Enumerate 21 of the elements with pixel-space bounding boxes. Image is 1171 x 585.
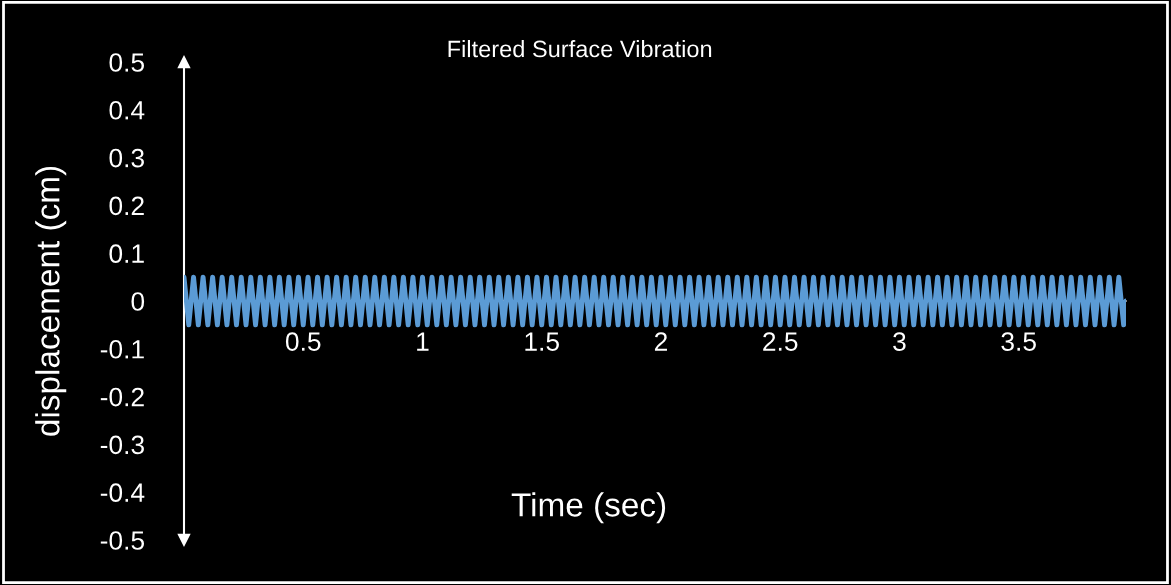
y-tick-label: -0.1 bbox=[100, 339, 144, 359]
x-tick-label: 3 bbox=[893, 332, 906, 351]
x-tick-label: 2.5 bbox=[763, 332, 798, 351]
y-tick-label: 0.4 bbox=[109, 100, 145, 120]
y-tick-label: 0 bbox=[131, 292, 145, 311]
y-axis-title: displacement (cm) bbox=[35, 166, 67, 436]
x-tick-label: 0.5 bbox=[285, 332, 321, 351]
y-tick-label: 0.2 bbox=[109, 196, 144, 216]
y-tick-label: 0.1 bbox=[109, 244, 144, 264]
x-tick-label: 1 bbox=[417, 332, 429, 351]
y-tick-label: -0.4 bbox=[100, 483, 145, 503]
y-tick-label: -0.3 bbox=[100, 435, 144, 455]
y-tick-label: 0.5 bbox=[109, 53, 145, 72]
y-tick-label: 0.3 bbox=[109, 148, 144, 168]
x-tick-label: 1.5 bbox=[525, 332, 559, 351]
y-tick-label: -0.2 bbox=[100, 387, 144, 407]
x-tick-label: 3.5 bbox=[1001, 332, 1036, 351]
chart-title: Filtered Surface Vibration bbox=[448, 39, 712, 58]
x-tick-label: 2 bbox=[654, 332, 667, 351]
y-tick-label: -0.5 bbox=[100, 531, 145, 550]
x-axis-title: Time (sec) bbox=[511, 492, 666, 524]
